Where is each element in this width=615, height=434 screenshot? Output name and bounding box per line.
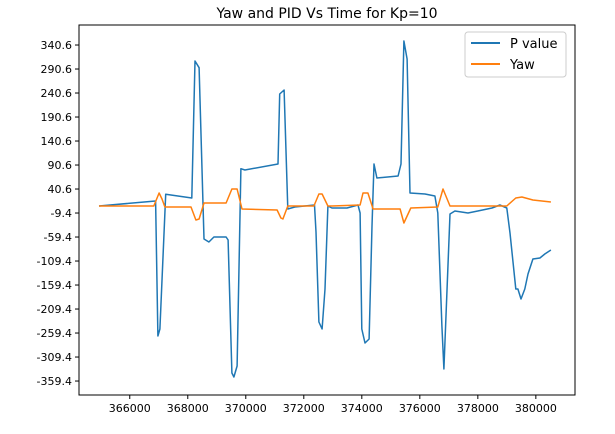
y-tick-label: 190.6 [41,111,73,124]
y-tick-label: -9.4 [51,207,72,220]
x-tick-label: 368000 [167,402,209,415]
y-tick-label: -159.4 [37,279,72,292]
legend-label-p-value: P value [510,37,557,52]
x-tick-label: 374000 [341,402,383,415]
x-tick-label: 366000 [109,402,151,415]
y-tick-label: 40.6 [48,183,73,196]
y-tick-label: 240.6 [41,87,73,100]
x-tick-label: 376000 [399,402,441,415]
chart-title: Yaw and PID Vs Time for Kp=10 [215,6,437,22]
x-tick-label: 372000 [283,402,325,415]
x-tick-label: 370000 [225,402,267,415]
series-line-p-value [98,40,552,378]
x-tick-label: 378000 [457,402,499,415]
legend: P value Yaw [464,31,567,78]
y-tick-label: -359.4 [37,375,72,388]
x-axis: 366000 368000 370000 372000 374000 376000 3780… [109,395,557,415]
y-axis: 340.6 290.6 240.6 190.6 140.6 90.6 40.6 -9.4 -59… [37,39,79,388]
y-tick-label: 90.6 [48,159,73,172]
y-tick-label: -309.4 [37,351,72,364]
legend-label-yaw: Yaw [509,58,535,73]
y-tick-label: -259.4 [37,327,72,340]
y-tick-label: 140.6 [41,135,73,148]
axes-frame [78,24,576,396]
y-tick-label: -209.4 [37,303,72,316]
y-tick-label: -109.4 [37,255,72,268]
y-tick-label: 290.6 [41,63,73,76]
y-tick-label: -59.4 [44,231,72,244]
series-line-yaw [99,188,551,224]
x-tick-label: 380000 [515,402,557,415]
y-tick-label: 340.6 [41,39,73,52]
plot-area [98,40,552,378]
